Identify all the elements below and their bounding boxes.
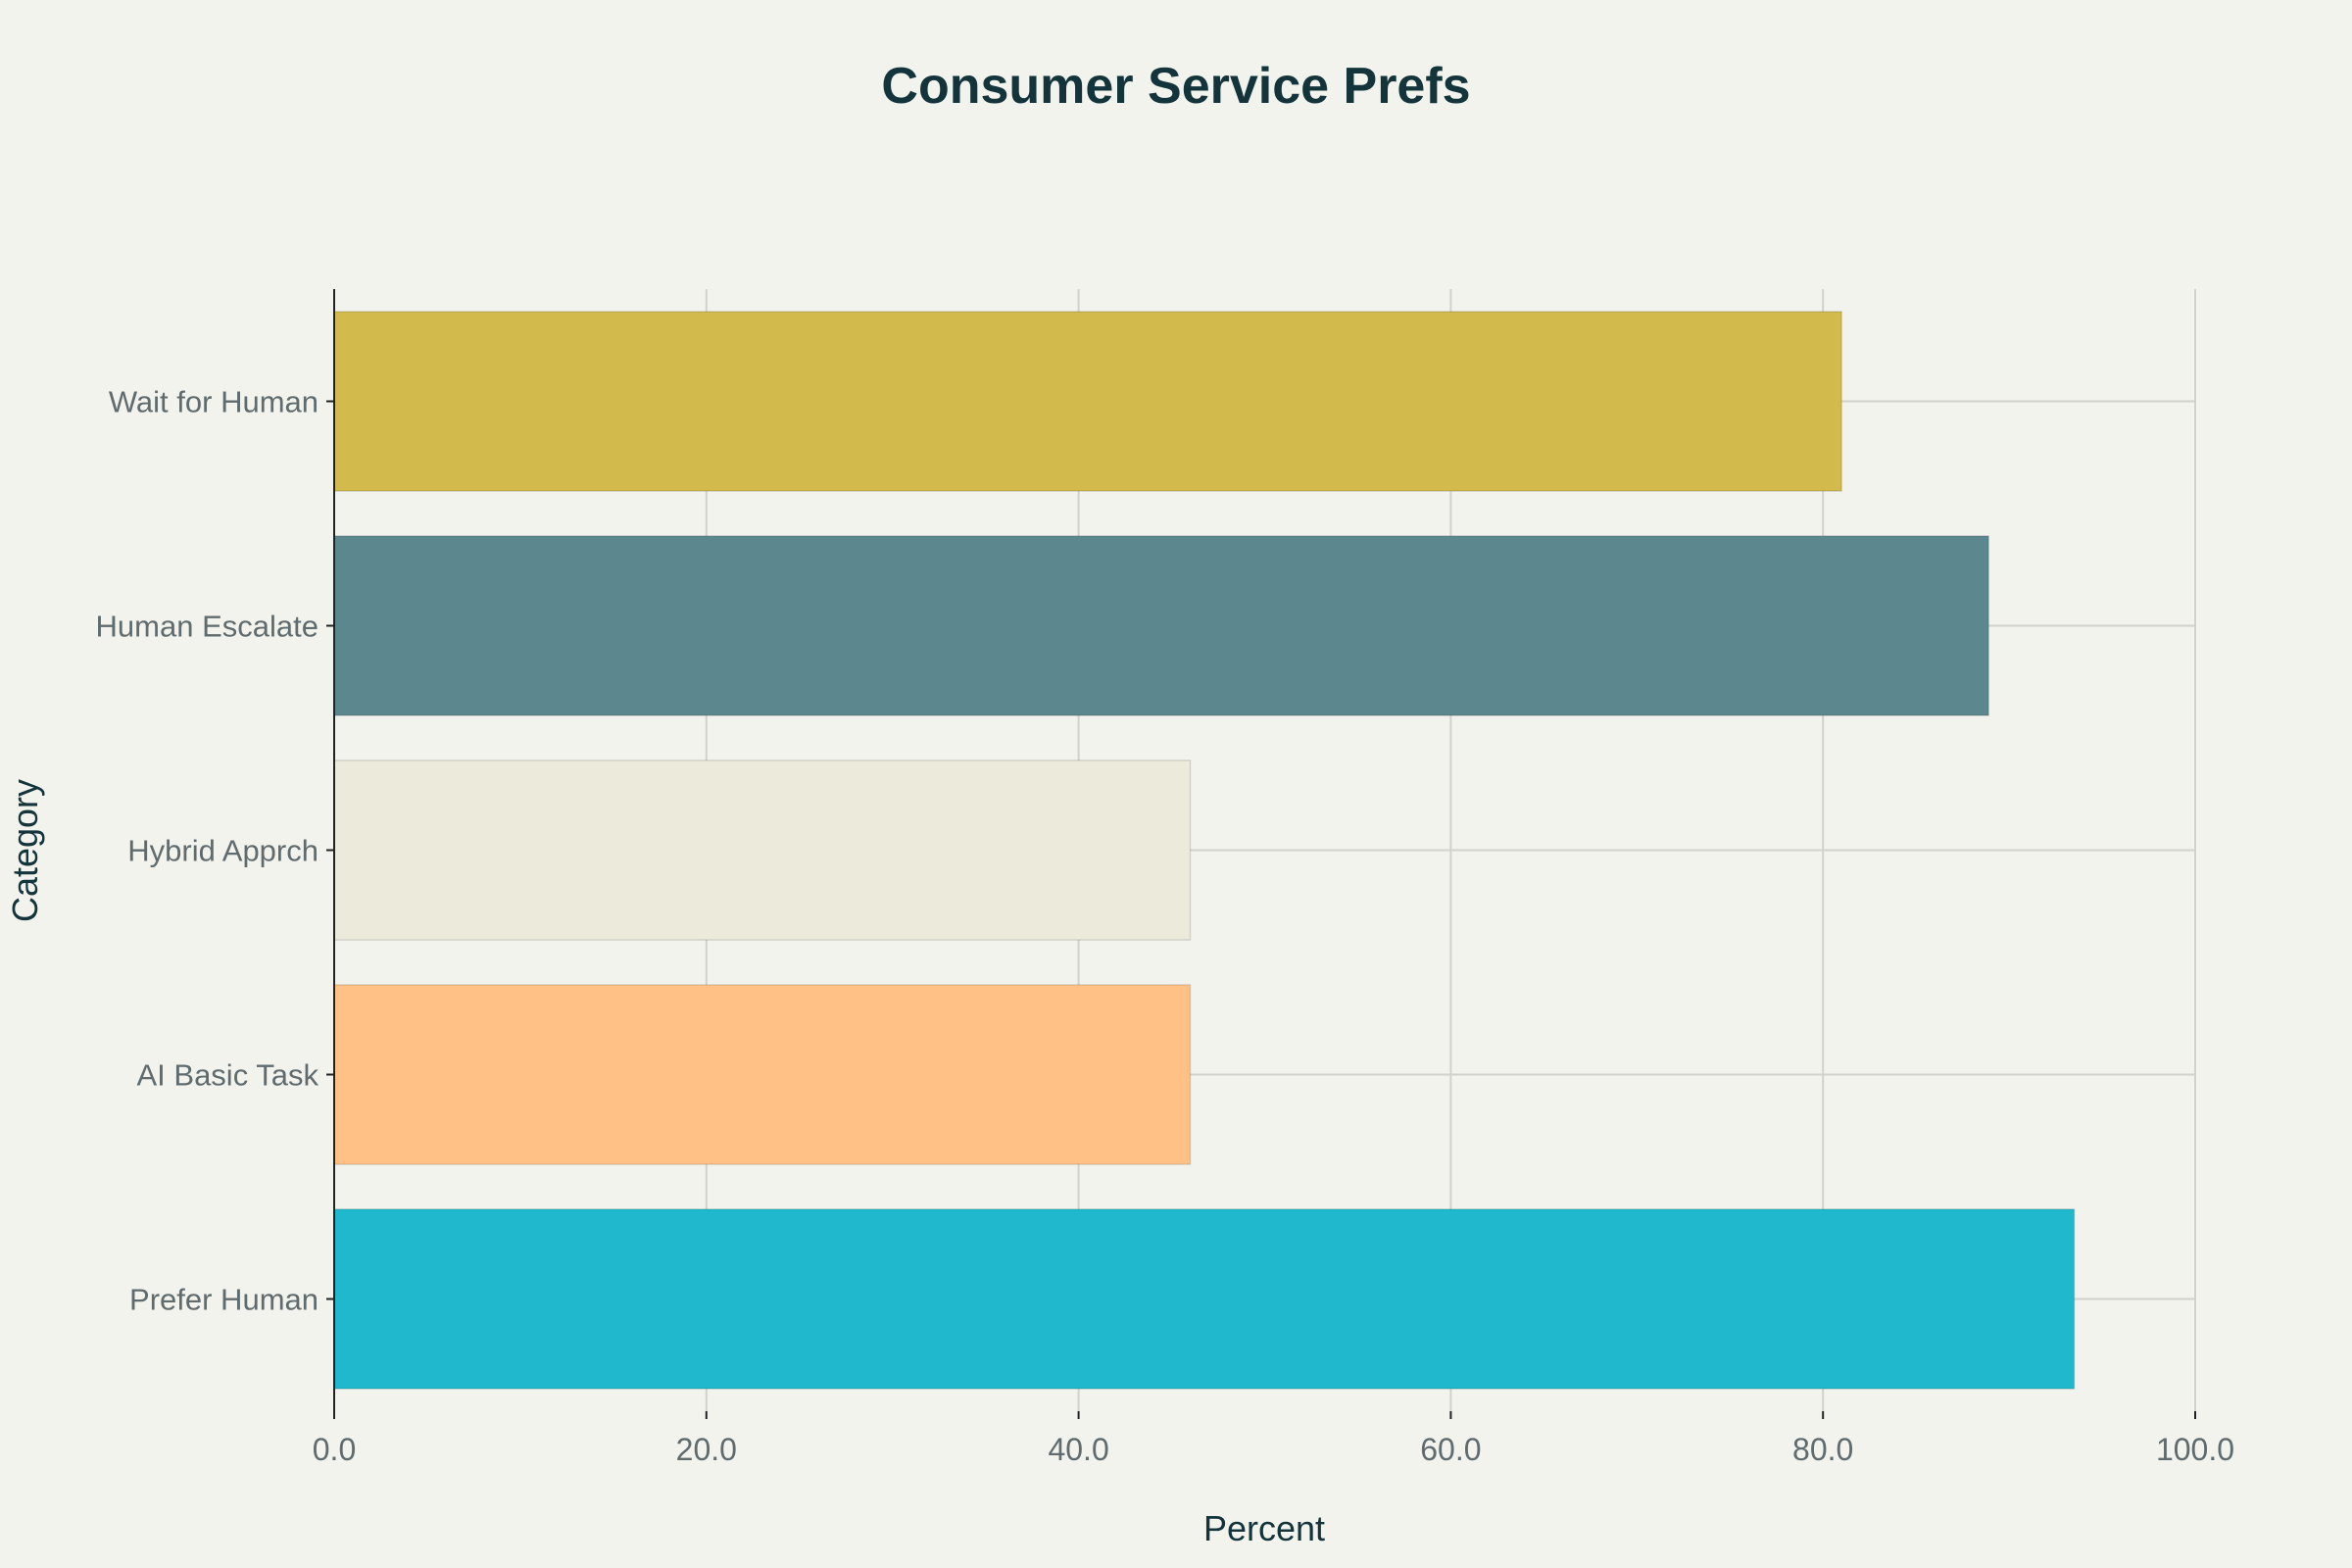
bar-human-escalate (333, 535, 1989, 716)
y-tick-label: Prefer Human (129, 1283, 318, 1317)
x-tick-label: 20.0 (676, 1432, 737, 1467)
bar-prefer-human (333, 1208, 2076, 1390)
y-tick-label: Wait for Human (109, 385, 318, 419)
ticks-layer: 0.0 20.0 40.0 60.0 80.0 100.0 Prefer Human AI B… (96, 385, 2234, 1468)
x-tick-label: 40.0 (1048, 1432, 1108, 1467)
x-axis-label: Percent (1203, 1508, 1325, 1548)
x-tick-label: 60.0 (1420, 1432, 1481, 1467)
x-tick-label: 100.0 (2156, 1432, 2234, 1467)
y-tick-label: Human Escalate (96, 610, 318, 644)
chart-title: Consumer Service Prefs (881, 58, 1471, 115)
bars-layer (333, 311, 2076, 1390)
bar-ai-basic-task (333, 984, 1192, 1165)
bar-wait-for-human (333, 311, 1842, 492)
y-axis-label: Category (5, 779, 45, 922)
x-tick-label: 0.0 (313, 1432, 356, 1467)
y-tick-label: AI Basic Task (136, 1058, 318, 1093)
y-tick-label: Hybrid Apprch (127, 834, 318, 868)
x-tick-label: 80.0 (1792, 1432, 1853, 1467)
bar-hybrid-apprch (333, 760, 1192, 941)
